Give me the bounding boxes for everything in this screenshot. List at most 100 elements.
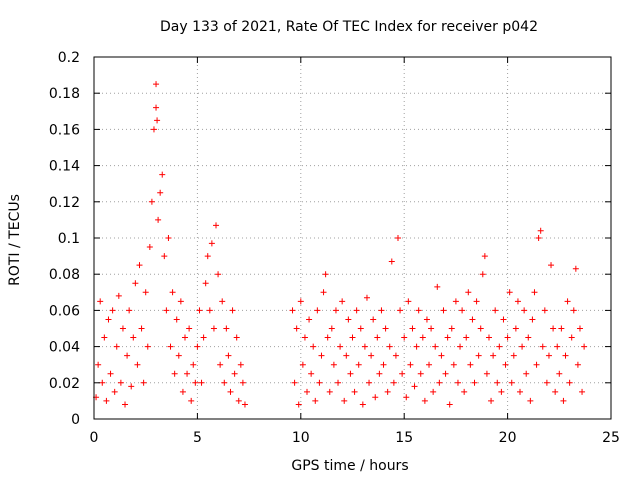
data-point [562, 352, 569, 359]
data-point [417, 370, 424, 377]
data-point [568, 334, 575, 341]
data-point [130, 334, 137, 341]
data-point [144, 343, 151, 350]
data-point [295, 401, 302, 408]
data-point [229, 307, 236, 314]
data-point [353, 307, 360, 314]
data-point [541, 307, 548, 314]
data-point [539, 343, 546, 350]
data-point [227, 388, 234, 395]
data-point [341, 397, 348, 404]
data-point [448, 325, 455, 332]
data-point [115, 292, 122, 299]
x-tick-label: 25 [602, 430, 620, 446]
data-point [175, 352, 182, 359]
data-point [132, 280, 139, 287]
x-tick-label: 20 [499, 430, 517, 446]
data-point [574, 361, 581, 368]
data-point [570, 307, 577, 314]
data-point [347, 370, 354, 377]
data-point [394, 235, 401, 241]
data-point [442, 370, 449, 377]
data-point [291, 379, 298, 386]
data-point [161, 253, 168, 260]
data-point [312, 397, 319, 404]
y-tick-label: 0.18 [49, 86, 80, 102]
data-point [181, 334, 188, 341]
data-point [432, 343, 439, 350]
data-point [471, 379, 478, 386]
data-point [419, 334, 426, 341]
data-point [576, 325, 583, 332]
data-point [179, 388, 186, 395]
data-point [407, 361, 414, 368]
data-point [469, 316, 476, 323]
data-point [463, 334, 470, 341]
data-point [552, 388, 559, 395]
data-point [105, 316, 112, 323]
data-point [148, 198, 155, 205]
data-point [113, 343, 120, 350]
data-point [171, 370, 178, 377]
data-point [581, 343, 588, 350]
y-axis-label: ROTI / TECUs [7, 194, 23, 286]
data-point [519, 343, 526, 350]
data-point [219, 298, 226, 305]
data-point [299, 361, 306, 368]
data-point [337, 343, 344, 350]
data-point [376, 370, 383, 377]
data-point [527, 397, 534, 404]
data-point [101, 334, 108, 341]
data-point [477, 325, 484, 332]
data-point [293, 325, 300, 332]
data-point [454, 379, 461, 386]
data-point [316, 379, 323, 386]
data-point [304, 388, 311, 395]
data-point [500, 316, 507, 323]
data-point [136, 262, 143, 269]
data-point [322, 271, 329, 278]
y-tick-label: 0.1 [58, 231, 80, 247]
data-point [200, 334, 207, 341]
grid [93, 56, 612, 420]
data-point [483, 370, 490, 377]
data-point [535, 235, 542, 241]
data-point [430, 388, 437, 395]
x-tick-label: 15 [395, 430, 413, 446]
data-point [154, 117, 161, 124]
data-point [363, 294, 370, 301]
data-point [399, 370, 406, 377]
y-tick-label: 0 [71, 412, 80, 428]
data-point [405, 298, 412, 305]
data-point [359, 401, 366, 408]
series-points [93, 81, 588, 408]
data-point [496, 343, 503, 350]
data-point [452, 298, 459, 305]
data-point [461, 388, 468, 395]
data-point [308, 370, 315, 377]
data-point [223, 325, 230, 332]
y-tick-label: 0.16 [49, 122, 80, 138]
data-point [320, 289, 327, 296]
x-tick-label: 5 [193, 430, 202, 446]
data-point [202, 280, 209, 287]
data-point [159, 171, 166, 178]
data-point [537, 227, 544, 234]
data-point [99, 379, 106, 386]
data-point [225, 352, 232, 359]
data-point [475, 352, 482, 359]
data-point [380, 361, 387, 368]
data-point [370, 316, 377, 323]
data-point [579, 388, 586, 395]
data-point [167, 343, 174, 350]
data-point [332, 307, 339, 314]
x-tick-label: 10 [292, 430, 310, 446]
data-point [384, 388, 391, 395]
data-point [142, 289, 149, 296]
data-point [498, 388, 505, 395]
data-point [198, 379, 205, 386]
data-point [326, 388, 333, 395]
y-tick-label: 0.12 [49, 195, 80, 211]
data-point [545, 352, 552, 359]
data-point [188, 397, 195, 404]
